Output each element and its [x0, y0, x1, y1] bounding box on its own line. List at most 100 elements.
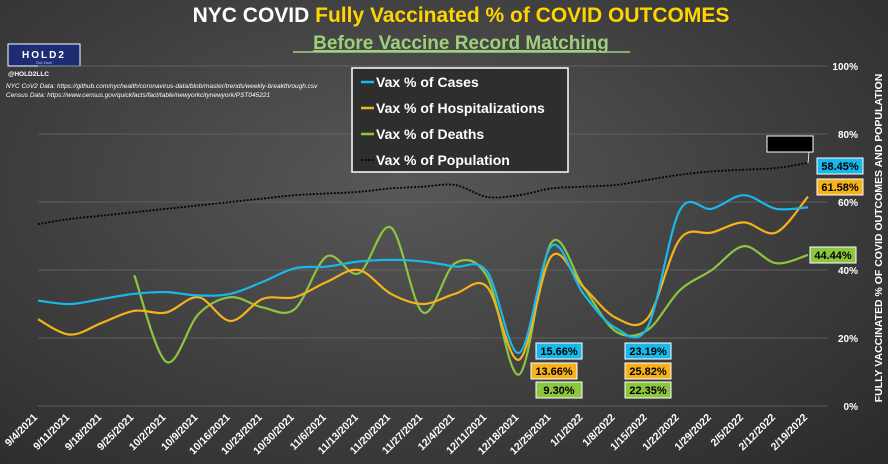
- annotation-box-deaths: [535, 381, 583, 399]
- data-point-deaths: [807, 254, 808, 255]
- annotation-label-deaths: 9.30%: [543, 385, 574, 397]
- data-point-cases: [262, 281, 263, 282]
- data-point-hosp: [551, 256, 552, 257]
- data-point-hosp: [198, 297, 199, 298]
- data-point-deaths: [198, 314, 199, 315]
- logo-text: HOLD2: [22, 50, 66, 61]
- data-point-pop: [230, 201, 231, 202]
- logo-handle: @HOLD2LLC: [8, 71, 49, 78]
- data-point-cases: [551, 246, 552, 247]
- data-point-hosp: [487, 286, 488, 287]
- data-point-pop: [37, 224, 38, 225]
- legend-label-pop: Vax % of Population: [376, 152, 510, 168]
- data-point-hosp: [69, 334, 70, 335]
- annotation-label-deaths: 44.44%: [814, 250, 852, 262]
- series-line-cases: [37, 194, 809, 354]
- annotation-label-hosp: 61.58%: [821, 182, 859, 194]
- data-point-cases: [166, 292, 167, 293]
- series-line-hosp: [37, 195, 809, 361]
- data-point-hosp: [390, 293, 391, 294]
- data-point-hosp: [775, 232, 776, 233]
- data-point-cases: [294, 268, 295, 269]
- data-point-cases: [390, 259, 391, 260]
- annotation-box-hosp: [816, 178, 864, 196]
- annotation-label-pop: 71.51%: [771, 139, 809, 151]
- data-point-deaths: [679, 290, 680, 291]
- data-point-cases: [487, 271, 488, 272]
- hold2-logo: HOLD2 Slab Made @HOLD2LLC: [7, 43, 81, 78]
- data-point-deaths: [519, 374, 520, 375]
- x-tick-labels: 9/4/20219/11/20219/18/20219/25/202110/2/…: [3, 412, 810, 458]
- data-point-deaths: [711, 269, 712, 270]
- data-point-hosp: [102, 322, 103, 323]
- y-tick-label: 60%: [838, 198, 858, 209]
- data-point-hosp: [615, 317, 616, 318]
- data-point-pop: [775, 167, 776, 168]
- y-tick-label: 100%: [832, 62, 858, 73]
- data-point-pop: [69, 218, 70, 219]
- data-point-deaths: [294, 309, 295, 310]
- data-point-cases: [615, 327, 616, 328]
- data-point-pop: [390, 188, 391, 189]
- data-point-pop: [679, 174, 680, 175]
- data-point-cases: [679, 210, 680, 211]
- data-point-pop: [134, 212, 135, 213]
- y-tick-label: 0%: [844, 402, 859, 413]
- data-point-cases: [743, 195, 744, 196]
- series-layer: [37, 162, 809, 376]
- data-point-pop: [422, 186, 423, 187]
- series-line-deaths: [133, 226, 809, 376]
- data-point-hosp: [454, 293, 455, 294]
- data-point-cases: [519, 352, 520, 353]
- annotation-box-cases: [535, 342, 583, 360]
- data-point-pop: [487, 196, 488, 197]
- source-note-2: Census Data: https://www.census.gov/quic…: [6, 92, 270, 99]
- data-point-deaths: [454, 263, 455, 264]
- annotation-label-cases: 23.19%: [629, 346, 667, 358]
- data-point-cases: [775, 208, 776, 209]
- data-point-hosp: [679, 239, 680, 240]
- y-axis-label: FULLY VACCINATED % OF COVID OUTCOMES AND…: [873, 74, 885, 403]
- data-point-hosp: [166, 312, 167, 313]
- y-tick-labels: 0% 20% 40% 60% 80% 100%: [832, 62, 858, 413]
- annotation-box-cases: [624, 342, 672, 360]
- data-point-hosp: [230, 320, 231, 321]
- data-point-pop: [551, 188, 552, 189]
- y-tick-label: 40%: [838, 266, 858, 277]
- data-point-pop: [262, 198, 263, 199]
- data-point-deaths: [775, 263, 776, 264]
- logo-tag: Slab Made: [36, 61, 53, 65]
- source-note-1: NYC CoV2 Data: https://github.com/nychea…: [6, 83, 318, 90]
- data-point-hosp: [326, 281, 327, 282]
- data-point-cases: [711, 208, 712, 209]
- data-point-hosp: [583, 286, 584, 287]
- data-point-deaths: [551, 242, 552, 243]
- data-point-pop: [519, 195, 520, 196]
- data-point-deaths: [326, 256, 327, 257]
- data-point-pop: [454, 184, 455, 185]
- legend-label-deaths: Vax % of Deaths: [376, 126, 484, 142]
- data-point-cases: [647, 327, 648, 328]
- data-point-deaths: [487, 276, 488, 277]
- data-point-cases: [102, 298, 103, 299]
- annotation-box-hosp: [530, 362, 578, 380]
- data-point-pop: [743, 169, 744, 170]
- series-line-pop: [37, 162, 809, 225]
- data-point-cases: [326, 266, 327, 267]
- annotation-box-hosp: [624, 362, 672, 380]
- data-point-hosp: [262, 298, 263, 299]
- annotation-label-hosp: 25.82%: [629, 366, 667, 378]
- legend-label-hosp: Vax % of Hospitalizations: [376, 100, 545, 116]
- y-tick-label: 80%: [838, 130, 858, 141]
- annotation-label-cases: 58.45%: [821, 161, 859, 173]
- data-point-pop: [358, 191, 359, 192]
- data-point-deaths: [615, 331, 616, 332]
- data-point-cases: [230, 293, 231, 294]
- data-point-hosp: [134, 310, 135, 311]
- annotation-box-pop: [766, 135, 814, 153]
- data-point-cases: [134, 293, 135, 294]
- data-point-deaths: [422, 312, 423, 313]
- data-point-pop: [647, 179, 648, 180]
